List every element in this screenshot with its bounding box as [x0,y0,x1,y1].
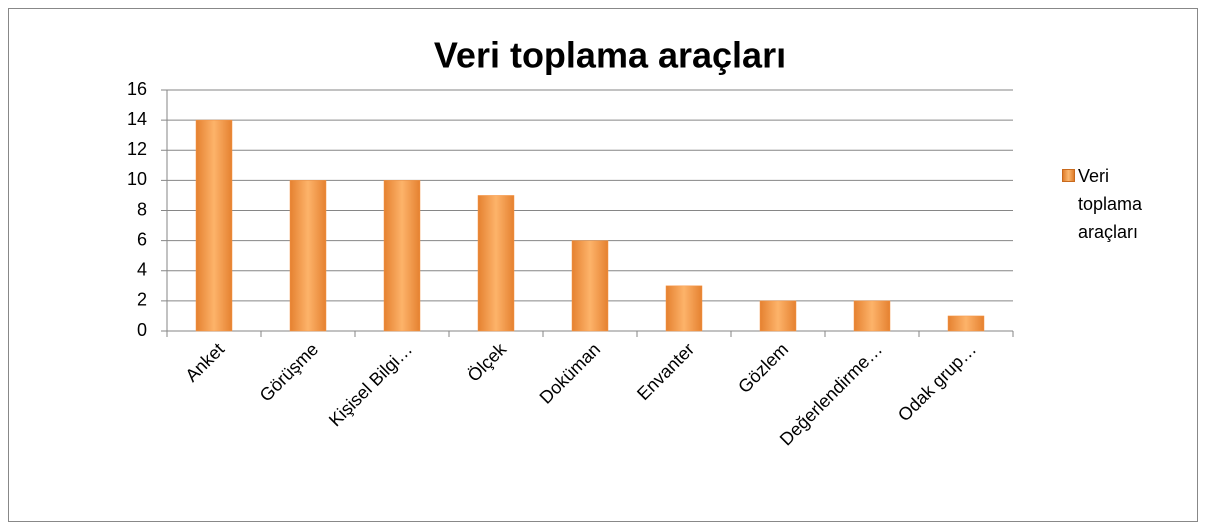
y-tick-label: 2 [137,290,147,310]
y-tick-label: 8 [137,199,147,219]
y-tick-label: 12 [127,139,147,159]
legend-label: Veri toplama araçları [1078,166,1143,242]
bar [195,119,233,332]
bar [947,315,985,332]
chart-title: Veri toplama araçları [434,35,786,76]
y-tick-label: 14 [127,109,147,129]
bar [477,195,515,332]
bar [759,300,797,332]
bar [289,180,327,332]
bar [853,300,891,332]
legend: Veri toplama araçları [1062,162,1162,246]
bar [665,285,703,332]
bar [383,180,421,332]
y-tick-label: 16 [127,79,147,99]
y-tick-label: 6 [137,229,147,249]
bar [571,240,609,332]
y-tick-label: 4 [137,260,147,280]
legend-swatch [1062,169,1075,182]
y-tick-label: 10 [127,169,147,189]
y-tick-label: 0 [137,320,147,340]
